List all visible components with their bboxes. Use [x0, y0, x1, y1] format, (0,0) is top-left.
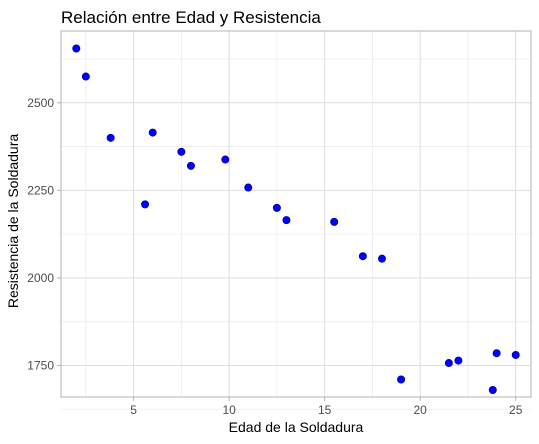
data-point-0-10 — [283, 217, 290, 224]
data-point-0-2 — [107, 134, 114, 141]
data-point-0-18 — [493, 350, 500, 357]
y-tick-label-2000: 2000 — [27, 271, 54, 285]
data-point-0-8 — [245, 184, 252, 191]
x-tick-label-10: 10 — [222, 403, 236, 417]
data-point-0-9 — [273, 204, 280, 211]
data-point-0-19 — [512, 351, 519, 358]
data-point-0-1 — [82, 73, 89, 80]
data-point-0-16 — [455, 357, 462, 364]
x-tick-label-15: 15 — [318, 403, 332, 417]
data-point-0-11 — [331, 218, 338, 225]
x-tick-label-20: 20 — [414, 403, 428, 417]
axis-ticks-layer — [57, 103, 516, 401]
data-point-0-12 — [359, 253, 366, 260]
minor-grid-layer — [61, 31, 531, 409]
y-axis-title: Resistencia de la Soldadura — [5, 134, 21, 309]
data-point-0-14 — [397, 376, 404, 383]
data-point-0-0 — [73, 45, 80, 52]
points-layer — [73, 45, 520, 394]
data-point-0-6 — [187, 162, 194, 169]
y-tick-label-1750: 1750 — [27, 358, 54, 372]
x-tick-label-25: 25 — [509, 403, 523, 417]
plot-panel-border — [61, 31, 531, 397]
chart-title: Relación entre Edad y Resistencia — [61, 8, 321, 27]
data-point-0-13 — [378, 255, 385, 262]
y-tick-label-2500: 2500 — [27, 96, 54, 110]
data-point-0-3 — [141, 201, 148, 208]
data-point-0-4 — [149, 129, 156, 136]
y-tick-label-2250: 2250 — [27, 183, 54, 197]
x-axis-title: Edad de la Soldadura — [229, 419, 364, 435]
tick-label-layer: 5 10 15 20 25 1750 2000 2250 2500 — [27, 96, 522, 417]
major-grid-layer — [61, 31, 531, 397]
data-point-0-17 — [489, 386, 496, 393]
data-point-0-5 — [178, 148, 185, 155]
data-point-0-15 — [445, 359, 452, 366]
data-point-0-7 — [222, 156, 229, 163]
x-tick-label-5: 5 — [130, 403, 137, 417]
